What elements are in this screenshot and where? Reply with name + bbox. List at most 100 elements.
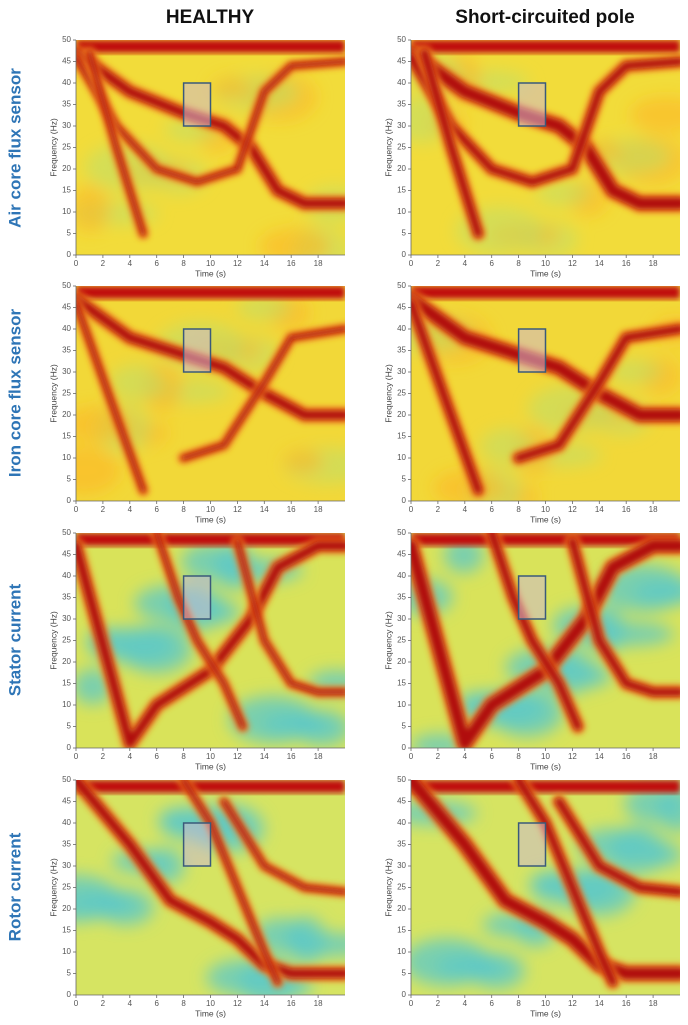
y-tick-label: 50 (397, 528, 406, 537)
y-tick-label: 35 (397, 593, 406, 602)
y-tick-label: 25 (397, 389, 406, 398)
x-tick-label: 10 (206, 999, 215, 1008)
y-tick-label: 40 (62, 571, 71, 580)
y-tick-label: 50 (62, 528, 71, 537)
top-band (76, 780, 345, 793)
y-tick-label: 15 (62, 926, 71, 935)
x-tick-label: 8 (516, 505, 521, 514)
spectrogram (56, 40, 362, 275)
x-axis-label: Time (s) (530, 514, 561, 524)
y-tick-label: 20 (62, 904, 71, 913)
y-tick-label: 20 (397, 410, 406, 419)
x-tick-label: 8 (516, 999, 521, 1008)
x-tick-label: 18 (649, 999, 658, 1008)
x-tick-label: 16 (622, 259, 631, 268)
y-axis-label: Frequency (Hz) (48, 611, 58, 670)
spectrogram (73, 533, 365, 748)
x-tick-label: 16 (622, 505, 631, 514)
y-tick-label: 25 (62, 636, 71, 645)
x-tick-label: 10 (206, 505, 215, 514)
texture-blob (109, 365, 165, 401)
y-tick-label: 45 (397, 57, 406, 66)
x-axis-label: Time (s) (530, 1008, 561, 1018)
panel: 02468101214161805101520253035404550Time … (32, 775, 375, 1018)
x-tick-label: 14 (260, 752, 269, 761)
y-tick-label: 50 (397, 35, 406, 44)
x-tick-label: 2 (101, 259, 106, 268)
y-tick-label: 50 (397, 281, 406, 290)
highlight-box (184, 823, 211, 866)
x-tick-label: 0 (409, 999, 414, 1008)
y-tick-label: 0 (402, 250, 407, 259)
y-tick-label: 0 (402, 990, 407, 999)
figure: HEALTHY Short-circuited pole Air core fl… (0, 0, 688, 1025)
x-tick-label: 6 (489, 999, 494, 1008)
y-tick-label: 20 (62, 657, 71, 666)
x-axis-label: Time (s) (195, 1008, 226, 1018)
x-tick-label: 8 (181, 752, 186, 761)
x-tick-label: 10 (541, 752, 550, 761)
x-tick-label: 0 (409, 752, 414, 761)
panel: 02468101214161805101520253035404550Time … (383, 281, 688, 524)
y-tick-label: 15 (62, 186, 71, 195)
y-tick-label: 10 (62, 453, 71, 462)
x-tick-label: 2 (101, 999, 106, 1008)
x-tick-label: 16 (287, 999, 296, 1008)
spectrogram (386, 286, 688, 516)
x-tick-label: 12 (568, 999, 577, 1008)
y-tick-label: 20 (397, 164, 406, 173)
y-tick-label: 30 (397, 121, 406, 130)
x-tick-label: 12 (568, 752, 577, 761)
y-tick-label: 0 (67, 496, 72, 505)
highlight-box (519, 823, 546, 866)
x-tick-label: 12 (233, 752, 242, 761)
y-tick-label: 45 (62, 303, 71, 312)
x-tick-label: 16 (287, 259, 296, 268)
highlight-box (519, 329, 546, 372)
y-tick-label: 35 (397, 100, 406, 109)
y-tick-label: 40 (62, 78, 71, 87)
x-tick-label: 2 (101, 752, 106, 761)
y-tick-label: 40 (397, 324, 406, 333)
x-tick-label: 4 (128, 999, 133, 1008)
top-band (411, 40, 680, 53)
x-tick-label: 0 (74, 752, 79, 761)
y-tick-label: 25 (62, 883, 71, 892)
x-tick-label: 2 (101, 505, 106, 514)
y-tick-label: 45 (397, 550, 406, 559)
y-tick-label: 25 (62, 389, 71, 398)
y-tick-label: 40 (397, 571, 406, 580)
y-tick-label: 15 (397, 926, 406, 935)
x-tick-label: 8 (516, 752, 521, 761)
x-tick-label: 4 (463, 999, 468, 1008)
y-tick-label: 45 (397, 303, 406, 312)
y-tick-label: 5 (67, 229, 72, 238)
highlight-box (184, 83, 211, 126)
x-tick-label: 10 (206, 752, 215, 761)
column-title: Short-circuited pole (455, 7, 634, 28)
spectrogram (32, 780, 375, 1006)
y-axis-label: Frequency (Hz) (48, 118, 58, 177)
row-title: Stator current (5, 583, 24, 696)
texture-blob (403, 938, 491, 986)
y-tick-label: 30 (397, 861, 406, 870)
panel: 02468101214161805101520253035404550Time … (383, 528, 688, 771)
y-tick-label: 0 (402, 743, 407, 752)
y-tick-label: 30 (397, 367, 406, 376)
y-tick-label: 40 (397, 78, 406, 87)
x-tick-label: 4 (463, 752, 468, 761)
x-tick-label: 16 (622, 999, 631, 1008)
y-tick-label: 20 (62, 410, 71, 419)
x-tick-label: 4 (463, 505, 468, 514)
y-axis-label: Frequency (Hz) (48, 364, 58, 423)
y-tick-label: 50 (62, 775, 71, 784)
x-tick-label: 2 (436, 752, 441, 761)
y-tick-label: 25 (397, 636, 406, 645)
y-tick-label: 30 (397, 614, 406, 623)
x-tick-label: 10 (206, 259, 215, 268)
y-tick-label: 25 (62, 143, 71, 152)
y-tick-label: 10 (62, 207, 71, 216)
x-axis-label: Time (s) (195, 268, 226, 278)
y-tick-label: 35 (397, 840, 406, 849)
